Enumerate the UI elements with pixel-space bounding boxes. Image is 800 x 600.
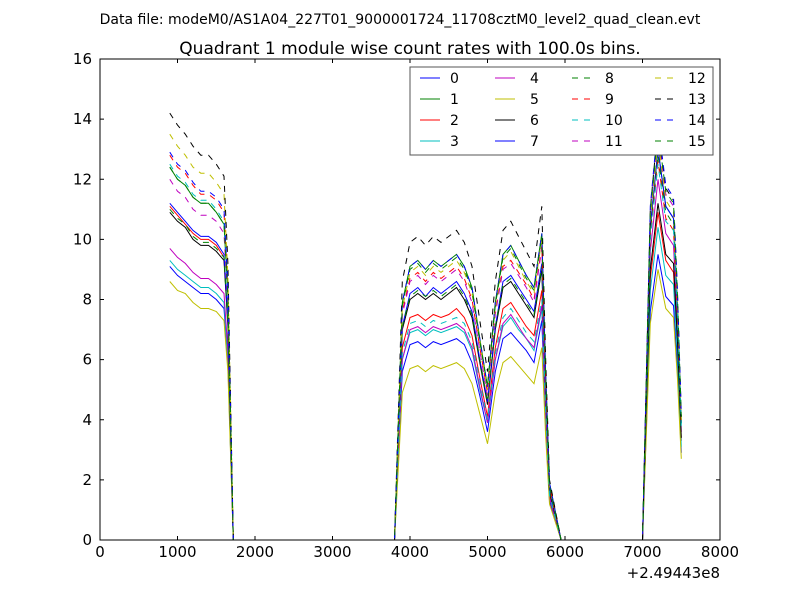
chart-suptitle: Data file: modeM0/AS1A04_227T01_90000017… [100, 12, 701, 28]
legend-label-12: 12 [688, 71, 706, 87]
series-line-10 [169, 163, 682, 540]
x-tick-label: 7000 [623, 543, 661, 561]
axes-layer: 0 1000 2000 3000 4000 5000 6000 7000 80000246810… [73, 50, 739, 561]
legend-label-1: 1 [450, 92, 459, 108]
x-tick-label: 8000 [701, 543, 739, 561]
legend-label-13: 13 [688, 92, 706, 108]
y-tick-label: 10 [73, 230, 92, 248]
y-tick-label: 2 [82, 471, 92, 489]
series-line-6 [169, 203, 682, 540]
legend-label-11: 11 [605, 134, 623, 150]
legend-label-15: 15 [688, 134, 706, 150]
legend-label-3: 3 [450, 134, 459, 150]
legend-label-2: 2 [450, 113, 459, 129]
x-tick-label: 6000 [546, 543, 584, 561]
y-tick-label: 8 [82, 291, 92, 309]
chart-title: Quadrant 1 module wise count rates with … [179, 39, 640, 59]
x-tick-label: 3000 [313, 543, 351, 561]
series-line-7 [169, 149, 682, 540]
legend-box [409, 66, 714, 156]
series-line-15 [169, 131, 682, 540]
series-line-14 [169, 122, 682, 540]
legend-label-14: 14 [688, 113, 706, 129]
legend-label-8: 8 [605, 71, 614, 87]
y-tick-label: 6 [82, 351, 92, 369]
series-line-2 [169, 205, 682, 540]
legend-label-0: 0 [450, 71, 459, 87]
x-tick-label: 5000 [468, 543, 506, 561]
series-layer [169, 112, 682, 540]
series-line-3 [169, 227, 682, 540]
series-line-13 [169, 112, 682, 540]
series-line-11 [169, 134, 682, 540]
series-line-12 [169, 133, 682, 540]
y-tick-label: 14 [73, 110, 92, 128]
legend-label-7: 7 [530, 134, 539, 150]
series-line-5 [169, 269, 682, 540]
y-tick-label: 16 [73, 50, 92, 68]
x-tick-label: 0 [95, 543, 105, 561]
legend-label-6: 6 [530, 113, 539, 129]
series-line-4 [169, 179, 682, 540]
legend-label-4: 4 [530, 71, 539, 87]
legend-label-9: 9 [605, 92, 614, 108]
y-tick-label: 0 [82, 531, 92, 549]
series-line-0 [169, 254, 682, 540]
x-tick-label: 1000 [158, 543, 196, 561]
y-tick-label: 4 [82, 411, 92, 429]
legend-label-5: 5 [530, 92, 539, 108]
series-line-9 [169, 154, 682, 540]
x-offset-label: +2.49443e8 [627, 564, 720, 582]
x-tick-label: 4000 [391, 543, 429, 561]
legend-label-10: 10 [605, 113, 623, 129]
x-tick-label: 2000 [236, 543, 274, 561]
y-tick-label: 12 [73, 170, 92, 188]
